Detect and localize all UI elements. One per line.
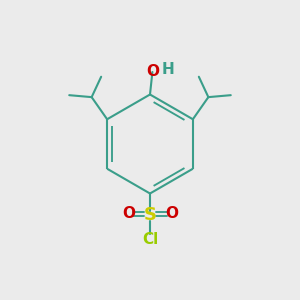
Text: O: O xyxy=(146,64,159,80)
Text: H: H xyxy=(162,62,174,77)
Text: S: S xyxy=(143,206,157,224)
Text: Cl: Cl xyxy=(142,232,158,247)
Text: O: O xyxy=(165,206,178,221)
Text: O: O xyxy=(122,206,135,221)
